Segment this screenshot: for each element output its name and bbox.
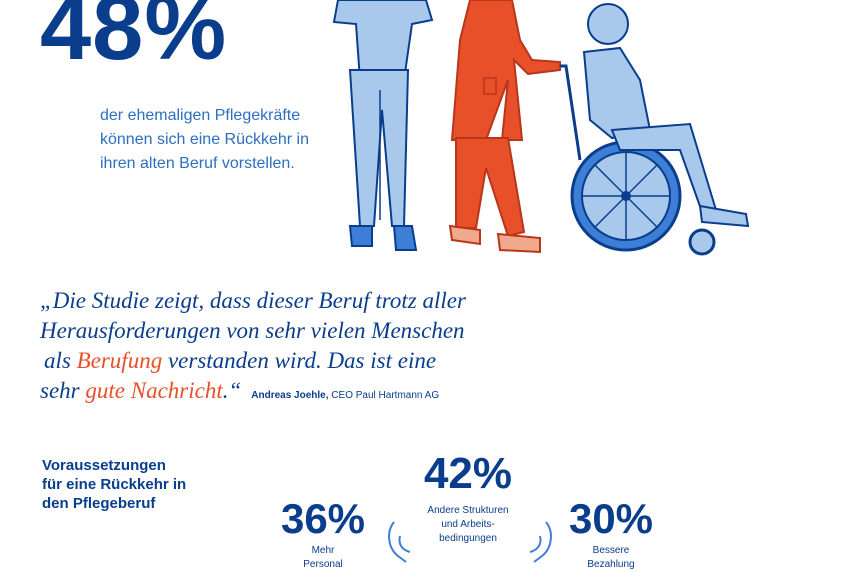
wheelchair-patient	[560, 3, 750, 256]
hands-icon	[388, 521, 552, 563]
stat-label-line: Bessere	[592, 545, 630, 556]
quote-text: .“	[222, 378, 242, 403]
headline-description-line: können sich eine Rückkehr in	[100, 131, 310, 148]
stat-label-line: bedingungen	[439, 533, 497, 544]
quote-text: als	[44, 348, 77, 373]
author-name: Andreas Joehle,	[251, 390, 329, 401]
headline-description-line: ihren alten Beruf vorstellen.	[100, 155, 295, 172]
quote-line: als Berufung verstanden wird. Das ist ei…	[40, 346, 600, 376]
quote-text: sehr	[40, 378, 86, 403]
care-illustration	[332, 0, 750, 256]
stat-pay-label: Bessere Bezahlung	[568, 544, 654, 572]
headline-percent: 48%	[40, 0, 228, 79]
headline-description: der ehemaligen Pflegekräfte können sich …	[100, 104, 340, 176]
quote-author: Andreas Joehle, CEO Paul Hartmann AG	[251, 390, 439, 401]
stat-staff-label: Mehr Personal	[280, 544, 366, 572]
quote-line: sehr gute Nachricht.“ Andreas Joehle, CEO…	[40, 376, 600, 411]
requirements-heading: Voraussetzungen für eine Rückkehr in den…	[42, 456, 242, 513]
stat-label-line: und Arbeits-	[441, 519, 495, 530]
quote-block: „Die Studie zeigt, dass dieser Beruf tro…	[40, 286, 600, 411]
quote-highlight: gute Nachricht	[85, 378, 223, 403]
stat-label-line: Mehr	[311, 545, 335, 556]
stat-staff-percent: 36%	[280, 495, 366, 542]
stat-label-line: Andere Strukturen	[427, 505, 509, 516]
requirements-heading-line: den Pflegeberuf	[42, 495, 156, 512]
stat-label-line: Bezahlung	[587, 559, 635, 570]
stat-label-line: Personal	[303, 559, 343, 570]
stat-structures-label: Andere Strukturen und Arbeits- bedingung…	[400, 504, 536, 546]
headline-description-line: der ehemaligen Pflegekräfte	[100, 107, 301, 124]
requirements-heading-line: Voraussetzungen	[42, 457, 166, 474]
stat-pay-percent: 30%	[568, 495, 654, 542]
requirements-heading-line: für eine Rückkehr in	[42, 476, 187, 493]
nurse-figure	[332, 0, 434, 251]
author-role: CEO Paul Hartmann AG	[328, 390, 440, 401]
quote-line: Herausforderungen von sehr vielen Mensch…	[40, 318, 465, 343]
stat-structures-percent: 42%	[423, 449, 513, 498]
doctor-figure	[448, 0, 561, 254]
quote-text: verstanden wird. Das ist eine	[162, 348, 437, 373]
quote-line: „Die Studie zeigt, dass dieser Beruf tro…	[40, 288, 466, 313]
quote-highlight: Berufung	[76, 348, 163, 373]
